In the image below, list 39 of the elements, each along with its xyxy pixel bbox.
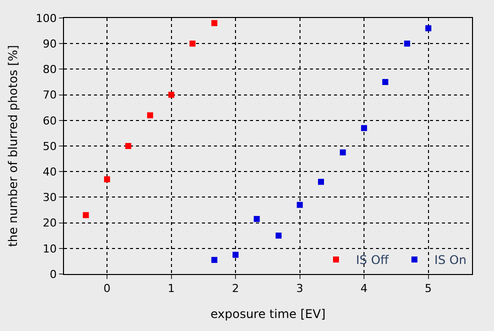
point [318, 178, 324, 185]
legend-label: IS On [434, 253, 466, 268]
y-tick-label: 70 [42, 88, 57, 102]
point [296, 202, 303, 208]
y-tick-label: 60 [42, 114, 57, 128]
y-tick-label: 0 [50, 268, 57, 281]
x-tick-label: 0 [104, 282, 111, 296]
point [425, 25, 432, 32]
y-tick-label: 20 [42, 216, 57, 230]
point [82, 212, 89, 218]
y-tick-label: 40 [42, 165, 57, 178]
y-tick-label: 100 [36, 12, 57, 25]
point [211, 256, 218, 263]
point [382, 79, 388, 85]
point [254, 216, 260, 222]
point [404, 40, 410, 47]
y-tick-label: 80 [42, 63, 57, 76]
point [340, 149, 346, 156]
point [232, 252, 239, 258]
y-tick-label: 90 [42, 37, 57, 50]
x-axis-title: exposure time [EV] [210, 307, 326, 322]
legend-label: IS Off [356, 253, 390, 268]
point [125, 143, 132, 149]
point [276, 232, 282, 239]
point [190, 40, 196, 47]
x-tick-label: 2 [232, 282, 240, 296]
point [211, 20, 218, 26]
y-tick-label: 30 [42, 191, 57, 204]
y-tick-label: 50 [42, 140, 57, 153]
x-tick-label: 1 [168, 282, 175, 296]
point [104, 176, 110, 182]
x-tick-label: 4 [360, 282, 368, 296]
y-axis-title: the number of blurred photos [%] [6, 45, 20, 247]
x-tick-label: 3 [296, 282, 304, 296]
point [147, 112, 154, 118]
x-tick-label: 5 [424, 282, 432, 296]
point [168, 92, 174, 98]
y-tick-label: 10 [42, 242, 57, 256]
point [361, 125, 368, 132]
